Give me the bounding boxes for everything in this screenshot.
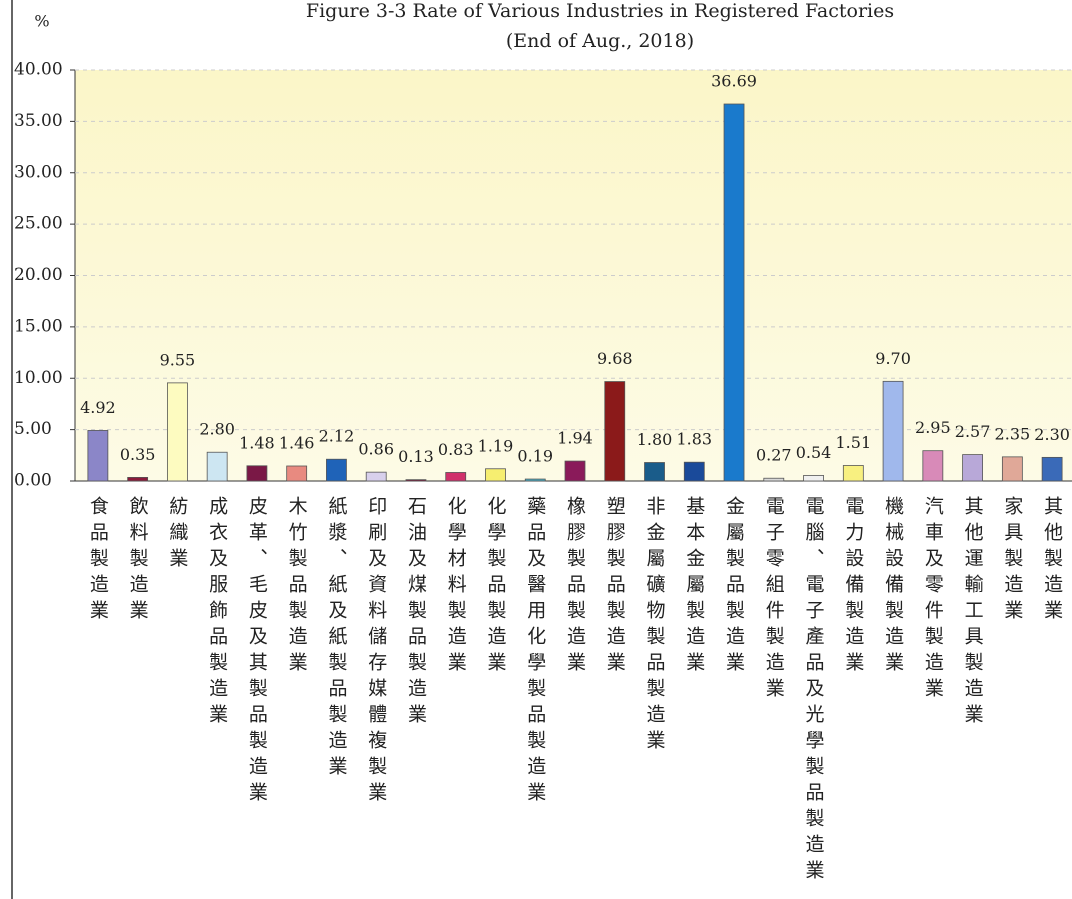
bar: [803, 475, 824, 482]
value-label: 0.13: [398, 447, 434, 466]
value-label: 0.86: [358, 440, 394, 459]
y-tick-label: 15.00: [14, 316, 63, 336]
value-label: 1.46: [279, 433, 315, 452]
value-label: 0.27: [756, 446, 792, 465]
y-tick-label: 30.00: [14, 162, 63, 182]
x-tick-label: 家具製造業: [1001, 496, 1023, 626]
bar: [922, 450, 944, 482]
x-tick-label: 成衣及服飾品製造業: [206, 496, 228, 730]
x-tick-label: 其他運輸工具製造業: [962, 496, 984, 730]
x-tick-label: 紙漿、紙及紙製品製造業: [325, 496, 347, 782]
x-tick-label: 木竹製品製造業: [286, 496, 308, 678]
value-label: 36.69: [711, 72, 757, 91]
value-label: 2.35: [995, 424, 1031, 443]
value-label: 1.94: [557, 429, 593, 448]
bar: [962, 454, 983, 482]
value-label: 2.12: [319, 427, 355, 446]
x-tick-label: 化學材料製造業: [445, 496, 467, 678]
value-label: 0.35: [120, 445, 156, 464]
value-label: 9.55: [160, 350, 196, 369]
bar: [365, 471, 387, 482]
value-label: 0.54: [796, 443, 832, 462]
value-label: 1.19: [478, 436, 514, 455]
bar: [604, 381, 626, 482]
value-label: 9.70: [875, 349, 911, 368]
y-tick-label: 20.00: [14, 265, 63, 285]
x-tick-label: 塑膠製品製造業: [604, 496, 626, 678]
y-tick-label: 25.00: [14, 214, 63, 234]
x-tick-label: 紡織業: [166, 496, 188, 574]
value-label: 1.80: [637, 430, 673, 449]
value-label: 2.30: [1034, 425, 1070, 444]
value-label: 1.51: [836, 433, 872, 452]
value-label: 0.83: [438, 440, 474, 459]
bar: [326, 458, 347, 482]
value-label: 9.68: [597, 349, 633, 368]
x-tick-label: 皮革、毛皮及其製品製造業: [246, 496, 268, 808]
bar: [763, 477, 785, 482]
x-tick-label: 電力設備製造業: [842, 496, 864, 678]
x-tick-label: 電腦、電子產品及光學製品製造業: [803, 496, 825, 886]
bar: [882, 380, 904, 482]
x-tick-label: 橡膠製品製造業: [564, 496, 586, 678]
chart-subtitle: (End of Aug., 2018): [506, 30, 694, 52]
x-tick-label: 電子零組件製造業: [763, 496, 785, 704]
x-tick-label: 食品製造業: [87, 496, 109, 626]
bar: [127, 477, 149, 482]
bar: [206, 451, 228, 482]
bar: [87, 430, 109, 482]
bar: [564, 460, 586, 482]
x-tick-label: 汽車及零件製造業: [922, 496, 944, 704]
value-label: 2.80: [199, 420, 235, 439]
bar: [405, 479, 427, 482]
bar: [445, 472, 467, 482]
value-label: 2.95: [915, 418, 951, 437]
x-tick-label: 非金屬礦物製品製造業: [644, 496, 666, 756]
y-axis-label: %: [34, 12, 49, 31]
bar: [842, 465, 864, 482]
x-tick-label: 石油及煤製品製造業: [405, 496, 427, 730]
value-label: 1.83: [676, 430, 712, 449]
bar: [1001, 456, 1023, 482]
value-label: 1.48: [239, 433, 275, 452]
bar: [683, 461, 705, 482]
x-tick-label: 機械設備製造業: [882, 496, 904, 678]
bar: [723, 103, 745, 482]
x-tick-label: 其他製造業: [1041, 496, 1063, 626]
bar: [524, 478, 546, 482]
y-tick-label: 35.00: [14, 111, 63, 131]
x-tick-label: 印刷及資料儲存媒體複製業: [365, 496, 387, 808]
value-label: 0.19: [517, 447, 553, 466]
x-tick-label: 基本金屬製造業: [683, 496, 705, 678]
x-tick-label: 藥品及醫用化學製品製造業: [524, 496, 546, 808]
y-tick-label: 10.00: [14, 368, 63, 388]
bar: [166, 382, 188, 482]
bar: [644, 462, 665, 482]
x-tick-label: 飲料製造業: [127, 496, 149, 626]
y-tick-label: 0.00: [14, 471, 52, 491]
chart-title: Figure 3-3 Rate of Various Industries in…: [306, 0, 894, 22]
bar: [1041, 456, 1063, 482]
x-tick-label: 化學製品製造業: [484, 496, 506, 678]
y-tick-label: 5.00: [14, 419, 52, 439]
value-label: 2.57: [955, 422, 991, 441]
value-label: 4.92: [80, 398, 116, 417]
bar: [485, 468, 506, 482]
x-tick-label: 金屬製品製造業: [723, 496, 745, 678]
bar: [246, 465, 268, 482]
bar: [286, 465, 308, 482]
y-tick-label: 40.00: [14, 60, 63, 80]
